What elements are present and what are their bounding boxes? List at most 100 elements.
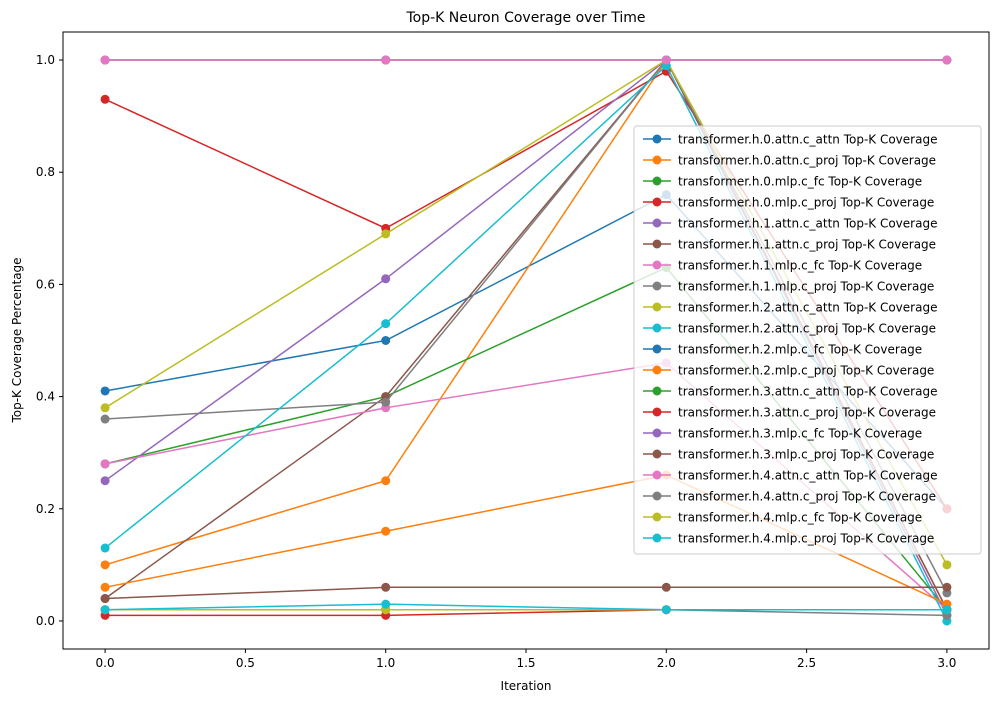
legend-item: transformer.h.0.attn.c_proj Top-K Covera… [643, 154, 936, 168]
legend-marker [652, 302, 662, 312]
y-tick-label: 1.0 [36, 53, 55, 67]
legend-label: transformer.h.3.attn.c_attn Top-K Covera… [678, 385, 937, 399]
y-tick-label: 0.2 [36, 502, 55, 516]
data-point [100, 594, 110, 604]
legend-marker [652, 365, 662, 375]
data-point [100, 459, 110, 469]
data-point [100, 386, 110, 396]
legend-item: transformer.h.4.attn.c_attn Top-K Covera… [643, 469, 937, 483]
data-point [661, 582, 671, 592]
series-line [105, 603, 947, 611]
legend-item: transformer.h.3.attn.c_attn Top-K Covera… [643, 385, 937, 399]
legend-label: transformer.h.2.mlp.c_proj Top-K Coverag… [678, 364, 934, 378]
legend-label: transformer.h.4.mlp.c_proj Top-K Coverag… [678, 532, 934, 546]
legend-marker [652, 449, 662, 459]
legend-label: transformer.h.0.attn.c_proj Top-K Covera… [678, 154, 936, 168]
data-point [942, 605, 952, 615]
y-axis-label: Top-K Coverage Percentage [10, 257, 24, 423]
data-point [661, 605, 671, 615]
legend-item: transformer.h.1.mlp.c_proj Top-K Coverag… [643, 280, 934, 294]
y-tick-label: 0.6 [36, 277, 55, 291]
data-point [942, 582, 952, 592]
x-tick-label: 0.5 [236, 656, 255, 670]
x-tick-label: 2.0 [657, 656, 676, 670]
legend-label: transformer.h.4.attn.c_attn Top-K Covera… [678, 469, 937, 483]
data-point [381, 55, 391, 65]
data-point [100, 543, 110, 553]
x-tick-label: 0.0 [96, 656, 115, 670]
y-axis: 0.0 0.2 0.4 0.6 0.8 1.0 [36, 53, 63, 628]
legend-item: transformer.h.4.mlp.c_fc Top-K Coverage [643, 511, 922, 525]
legend-item: transformer.h.1.mlp.c_fc Top-K Coverage [643, 259, 922, 273]
data-point [381, 599, 391, 609]
data-point [942, 55, 952, 65]
chart-title: Top-K Neuron Coverage over Time [405, 10, 645, 26]
legend-label: transformer.h.3.mlp.c_proj Top-K Coverag… [678, 448, 934, 462]
legend-label: transformer.h.0.mlp.c_fc Top-K Coverage [678, 175, 922, 189]
series-15 [100, 582, 952, 604]
legend-marker [652, 260, 662, 270]
data-point [661, 55, 671, 65]
legend-label: transformer.h.4.attn.c_proj Top-K Covera… [678, 490, 936, 504]
x-tick-label: 1.5 [516, 656, 535, 670]
legend-marker [652, 428, 662, 438]
legend: transformer.h.0.attn.c_attn Top-K Covera… [633, 125, 982, 555]
x-tick-label: 3.0 [937, 656, 956, 670]
data-point [100, 403, 110, 413]
legend-label: transformer.h.2.mlp.c_fc Top-K Coverage [678, 343, 922, 357]
legend-marker [652, 533, 662, 543]
legend-items: transformer.h.0.attn.c_attn Top-K Covera… [643, 133, 937, 546]
legend-marker [652, 344, 662, 354]
legend-label: transformer.h.2.attn.c_proj Top-K Covera… [678, 322, 936, 336]
legend-label: transformer.h.0.mlp.c_proj Top-K Coverag… [678, 196, 934, 210]
legend-item: transformer.h.0.mlp.c_fc Top-K Coverage [643, 175, 922, 189]
legend-label: transformer.h.4.mlp.c_fc Top-K Coverage [678, 511, 922, 525]
series-16 [100, 55, 952, 65]
legend-marker [652, 197, 662, 207]
x-tick-label: 1.0 [376, 656, 395, 670]
legend-item: transformer.h.3.mlp.c_proj Top-K Coverag… [643, 448, 934, 462]
legend-box [633, 125, 982, 555]
legend-marker [652, 491, 662, 501]
data-point [100, 414, 110, 424]
x-axis-label: Iteration [501, 679, 552, 693]
legend-item: transformer.h.3.mlp.c_fc Top-K Coverage [643, 427, 922, 441]
legend-item: transformer.h.3.attn.c_proj Top-K Covera… [643, 406, 936, 420]
legend-marker [652, 470, 662, 480]
legend-marker [652, 386, 662, 396]
data-point [381, 476, 391, 486]
data-point [381, 582, 391, 592]
legend-label: transformer.h.1.mlp.c_fc Top-K Coverage [678, 259, 922, 273]
legend-label: transformer.h.1.attn.c_attn Top-K Covera… [678, 217, 937, 231]
legend-item: transformer.h.2.attn.c_proj Top-K Covera… [643, 322, 936, 336]
series-line [105, 586, 947, 600]
x-axis: 0.0 0.5 1.0 1.5 2.0 2.5 3.0 [96, 649, 956, 670]
legend-item: transformer.h.1.attn.c_proj Top-K Covera… [643, 238, 936, 252]
data-point [100, 582, 110, 592]
legend-item: transformer.h.1.attn.c_attn Top-K Covera… [643, 217, 937, 231]
data-point [100, 560, 110, 570]
legend-item: transformer.h.2.mlp.c_proj Top-K Coverag… [643, 364, 934, 378]
legend-label: transformer.h.0.attn.c_attn Top-K Covera… [678, 133, 937, 147]
legend-marker [652, 218, 662, 228]
legend-label: transformer.h.1.attn.c_proj Top-K Covera… [678, 238, 936, 252]
data-point [381, 526, 391, 536]
data-point [381, 397, 391, 407]
legend-marker [652, 134, 662, 144]
legend-marker [652, 323, 662, 333]
legend-label: transformer.h.3.attn.c_proj Top-K Covera… [678, 406, 936, 420]
series-19 [100, 599, 952, 615]
data-point [381, 319, 391, 329]
data-point [100, 55, 110, 65]
legend-marker [652, 407, 662, 417]
data-point [100, 605, 110, 615]
legend-item: transformer.h.2.mlp.c_fc Top-K Coverage [643, 343, 922, 357]
legend-item: transformer.h.4.attn.c_proj Top-K Covera… [643, 490, 936, 504]
legend-marker [652, 239, 662, 249]
data-point [381, 274, 391, 284]
legend-marker [652, 176, 662, 186]
legend-label: transformer.h.1.mlp.c_proj Top-K Coverag… [678, 280, 934, 294]
legend-label: transformer.h.3.mlp.c_fc Top-K Coverage [678, 427, 922, 441]
data-point [100, 94, 110, 104]
